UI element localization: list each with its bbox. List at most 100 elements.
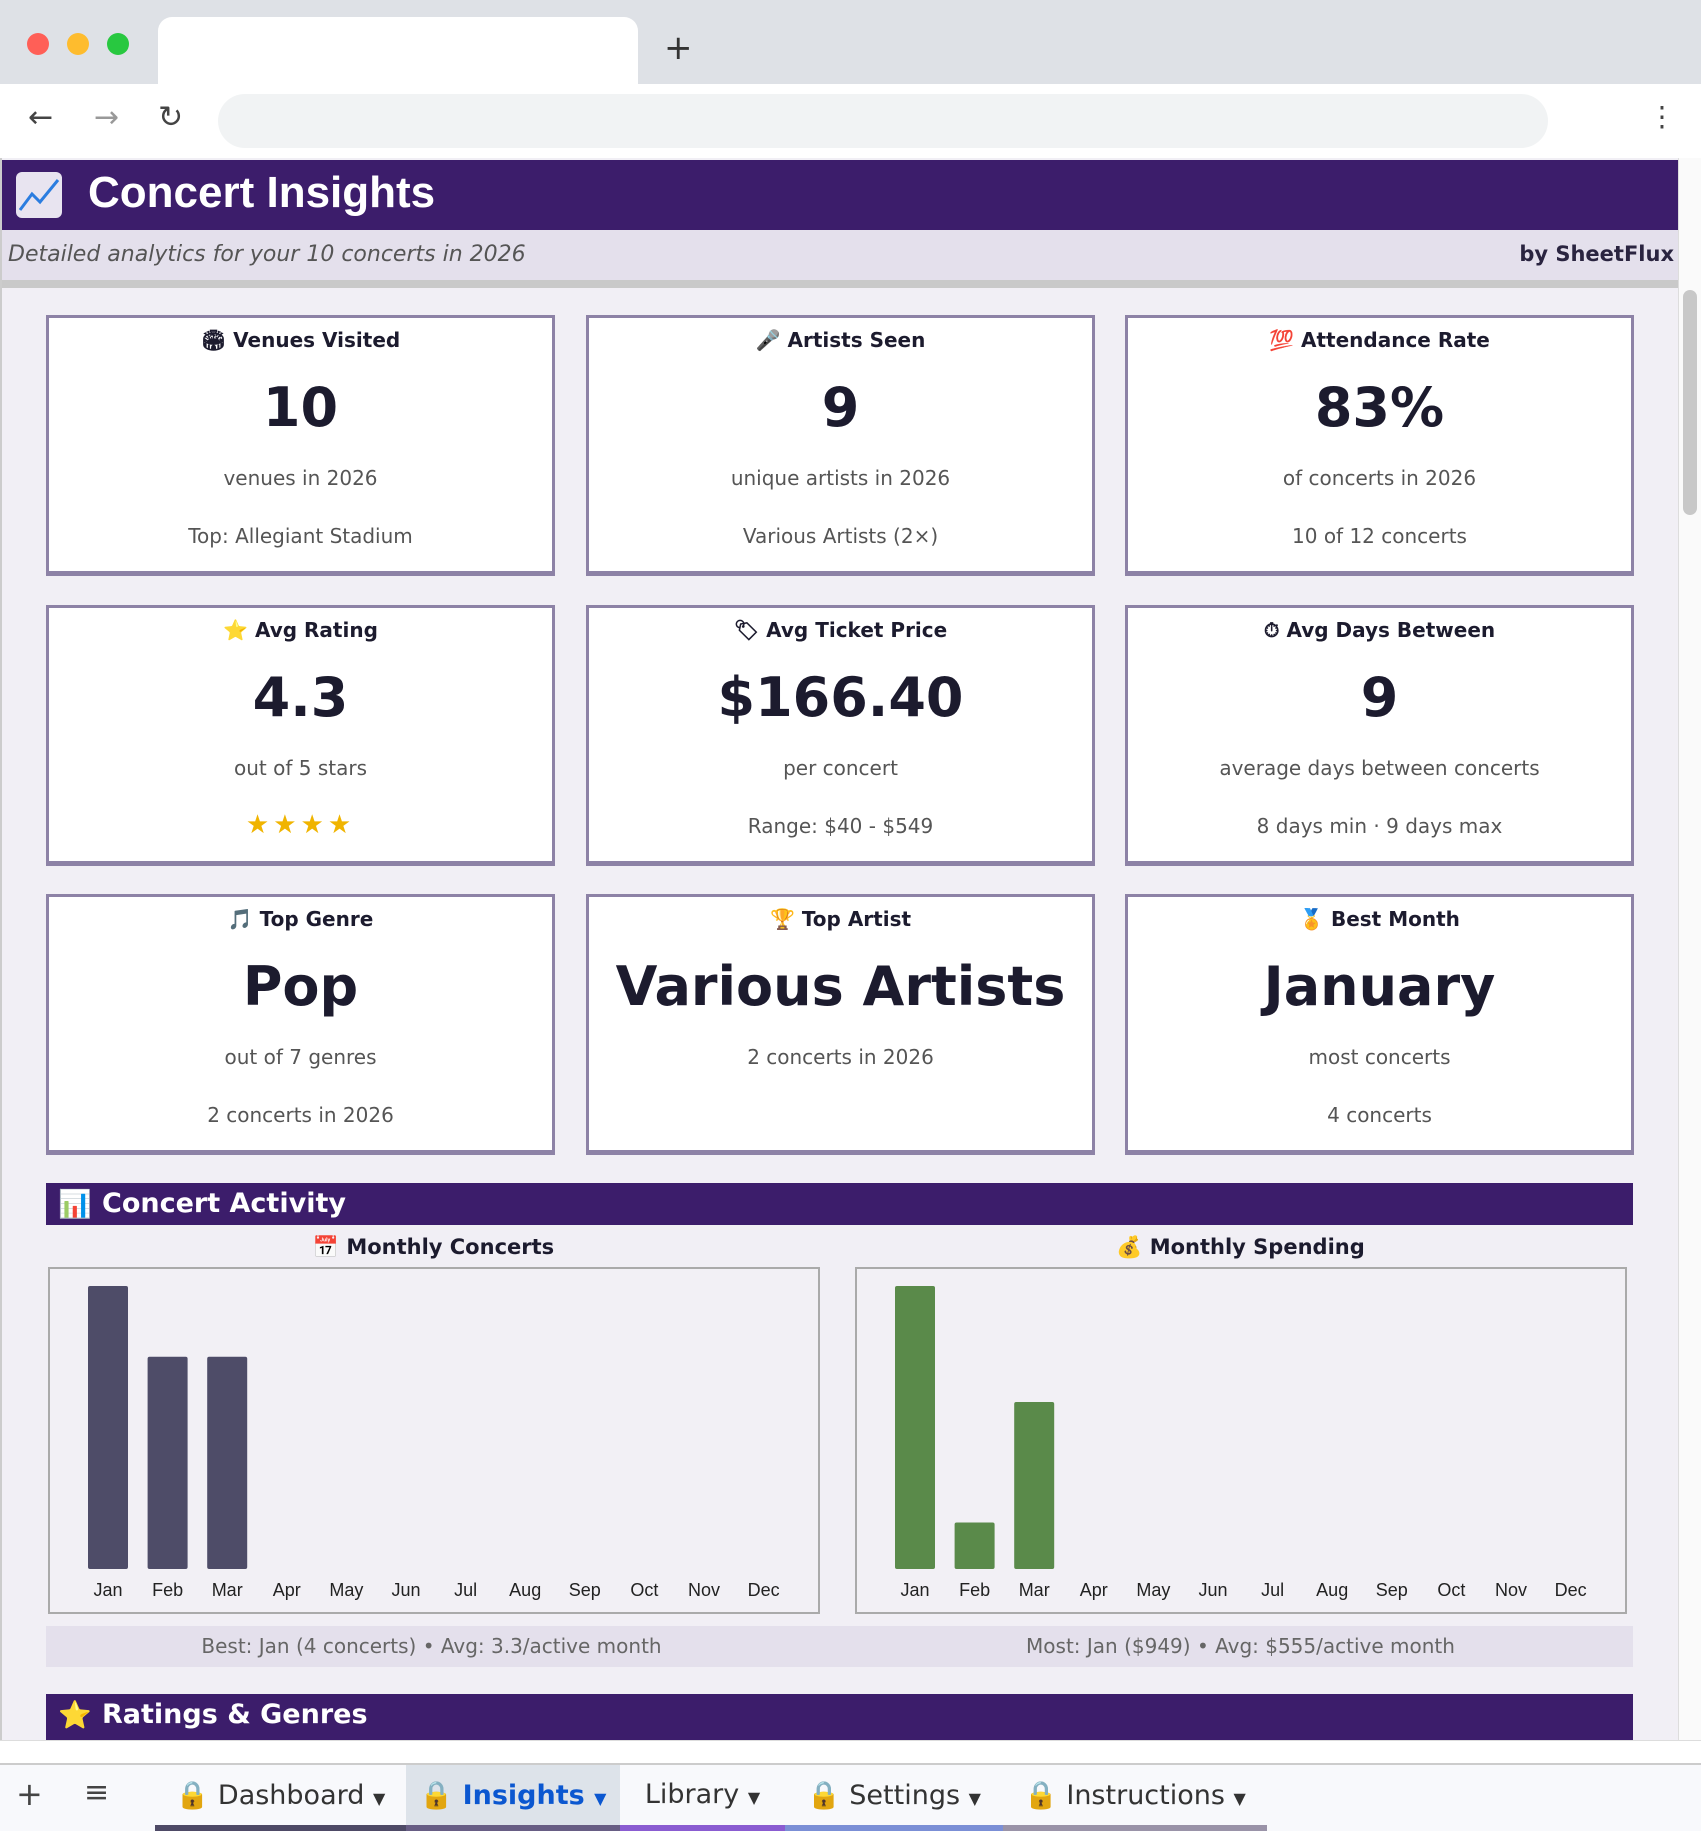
browser-toolbar: ← → ↻ ⋮ bbox=[0, 84, 1701, 158]
browser-tab-strip: + bbox=[0, 0, 1701, 84]
x-tick-label: Mar bbox=[1019, 1580, 1050, 1600]
x-tick-label: Feb bbox=[152, 1580, 183, 1600]
close-window-button[interactable] bbox=[27, 33, 49, 55]
dropdown-arrow-icon[interactable]: ▼ bbox=[594, 1789, 607, 1808]
spending-summary: Most: Jan ($949) • Avg: $555/active mont… bbox=[1026, 1634, 1455, 1658]
byline: by SheetFlux bbox=[1519, 242, 1674, 266]
bar-chart: Jan Feb Mar Apr May Jun Jul Aug Sep Oct Nov Dec bbox=[855, 1267, 1627, 1614]
vertical-scrollbar[interactable] bbox=[1678, 158, 1701, 1740]
chart-icon: 💰 bbox=[1116, 1235, 1143, 1259]
x-tick-label: Apr bbox=[1080, 1580, 1108, 1600]
sheet-tab-bar: + ≡ 🔒 Dashboard ▼ 🔒 Insights ▼ Library ▼ 🔒 … bbox=[0, 1763, 1701, 1831]
dropdown-arrow-icon[interactable]: ▼ bbox=[372, 1789, 386, 1808]
x-tick-label: Oct bbox=[1437, 1580, 1465, 1600]
star-icon: ★ bbox=[327, 810, 356, 840]
dropdown-arrow-icon[interactable]: ▼ bbox=[747, 1788, 761, 1807]
sheet-tab-library[interactable]: Library ▼ bbox=[620, 1765, 785, 1831]
card-subtext: of concerts in 2026 bbox=[1282, 466, 1477, 490]
browser-tab[interactable] bbox=[158, 17, 638, 84]
divider bbox=[2, 280, 1678, 288]
stat-card: 🏷 Avg Ticket Price $166.40 per concert Ra… bbox=[586, 605, 1095, 866]
card-detail: Range: $40 - $549 bbox=[747, 814, 934, 838]
lock-icon: 🔒 bbox=[807, 1780, 841, 1811]
x-tick-label: Sep bbox=[569, 1580, 601, 1600]
dropdown-arrow-icon[interactable]: ▼ bbox=[968, 1789, 981, 1808]
card-subtext: out of 5 stars bbox=[234, 756, 367, 780]
all-sheets-button[interactable]: ≡ bbox=[84, 1775, 110, 1810]
card-title: 🎵 Top Genre bbox=[227, 907, 374, 931]
section-title: Ratings & Genres bbox=[102, 1699, 368, 1730]
x-tick-label: Jul bbox=[1261, 1580, 1284, 1600]
bar-feb bbox=[954, 1522, 995, 1569]
x-tick-label: May bbox=[329, 1580, 363, 1600]
horizontal-scrollbar[interactable] bbox=[0, 1740, 1701, 1763]
card-subtext: per concert bbox=[783, 756, 898, 780]
sheet-tab-instructions[interactable]: 🔒 Instructions ▼ bbox=[1003, 1765, 1267, 1831]
card-icon: 🏆 bbox=[769, 907, 795, 931]
tab-color-bar bbox=[620, 1825, 785, 1831]
card-value: 4.3 bbox=[252, 666, 349, 729]
bar-mar bbox=[1014, 1402, 1055, 1569]
page-header: Concert Insights bbox=[2, 160, 1678, 230]
dropdown-arrow-icon[interactable]: ▼ bbox=[1233, 1789, 1246, 1808]
add-sheet-button[interactable]: + bbox=[16, 1775, 43, 1813]
scrollbar-thumb[interactable] bbox=[1683, 290, 1697, 515]
chart-summary-band: Best: Jan (4 concerts) • Avg: 3.3/active… bbox=[46, 1626, 1633, 1667]
section-header-concert-activity: 📊 Concert Activity bbox=[46, 1183, 1633, 1225]
sheet-tab-settings[interactable]: 🔒 Settings ▼ bbox=[785, 1765, 1003, 1831]
card-detail: 10 of 12 concerts bbox=[1292, 524, 1467, 548]
x-tick-label: Jan bbox=[900, 1580, 929, 1600]
x-tick-label: Nov bbox=[688, 1580, 720, 1600]
reload-icon[interactable]: ↻ bbox=[158, 100, 184, 135]
card-title: 💯 Attendance Rate bbox=[1269, 328, 1490, 352]
card-icon: 🎤 bbox=[755, 328, 781, 352]
section-title: Concert Activity bbox=[102, 1188, 346, 1219]
page-title: Concert Insights bbox=[88, 168, 436, 217]
tab-color-bar bbox=[785, 1825, 1003, 1831]
sheet-content: Concert Insights Detailed analytics for … bbox=[0, 158, 1678, 1740]
forward-icon[interactable]: → bbox=[94, 100, 120, 135]
card-subtext: most concerts bbox=[1308, 1045, 1451, 1069]
card-detail: 2 concerts in 2026 bbox=[207, 1103, 394, 1127]
card-detail: Various Artists (2×) bbox=[742, 524, 939, 548]
maximize-window-button[interactable] bbox=[107, 33, 129, 55]
stat-card: 🏟 Venues Visited 10 venues in 2026 Top: A… bbox=[46, 315, 555, 576]
stat-card: 💯 Attendance Rate 83% of concerts in 202… bbox=[1125, 315, 1634, 576]
x-tick-label: Dec bbox=[1555, 1580, 1587, 1600]
browser-menu-icon[interactable]: ⋮ bbox=[1648, 100, 1676, 133]
x-tick-label: Nov bbox=[1495, 1580, 1527, 1600]
card-value: Various Artists bbox=[615, 955, 1066, 1018]
card-title: 🏟 Venues Visited bbox=[200, 328, 401, 352]
sheet-tab-insights[interactable]: 🔒 Insights ▼ bbox=[406, 1765, 620, 1831]
card-icon: 🏷 bbox=[733, 618, 760, 642]
star-icon: ★ bbox=[300, 810, 328, 840]
tab-color-bar bbox=[1003, 1825, 1267, 1831]
x-tick-label: Aug bbox=[1316, 1580, 1348, 1600]
page-subtitle: Detailed analytics for your 10 concerts … bbox=[8, 242, 526, 267]
new-tab-button[interactable]: + bbox=[664, 28, 693, 68]
card-detail: Top: Allegiant Stadium bbox=[188, 524, 413, 548]
x-tick-label: Jul bbox=[454, 1580, 477, 1600]
star-icon: ★ bbox=[245, 810, 274, 840]
minimize-window-button[interactable] bbox=[67, 33, 89, 55]
back-icon[interactable]: ← bbox=[28, 100, 54, 135]
card-value: 9 bbox=[1360, 666, 1399, 729]
x-tick-label: Feb bbox=[959, 1580, 990, 1600]
x-tick-label: Oct bbox=[630, 1580, 658, 1600]
sheet-tab-dashboard[interactable]: 🔒 Dashboard ▼ bbox=[155, 1765, 406, 1831]
card-value: Pop bbox=[242, 955, 359, 1018]
card-icon: ⭐ bbox=[223, 618, 248, 642]
address-bar[interactable] bbox=[218, 94, 1548, 148]
x-tick-label: Jan bbox=[93, 1580, 122, 1600]
bar-chart-icon: 📊 bbox=[58, 1189, 92, 1220]
bar-feb bbox=[147, 1356, 188, 1569]
stat-card: 🎵 Top Genre Pop out of 7 genres 2 concert… bbox=[46, 894, 555, 1155]
x-tick-label: Jun bbox=[1198, 1580, 1227, 1600]
card-subtext: venues in 2026 bbox=[223, 466, 378, 490]
card-title: 🏆 Top Artist bbox=[769, 907, 912, 931]
lock-icon: 🔒 bbox=[1024, 1780, 1058, 1811]
lock-icon: 🔒 bbox=[419, 1780, 454, 1811]
x-tick-label: Apr bbox=[273, 1580, 301, 1600]
chart-title: 💰 Monthly Spending bbox=[1116, 1235, 1365, 1259]
x-tick-label: May bbox=[1136, 1580, 1170, 1600]
